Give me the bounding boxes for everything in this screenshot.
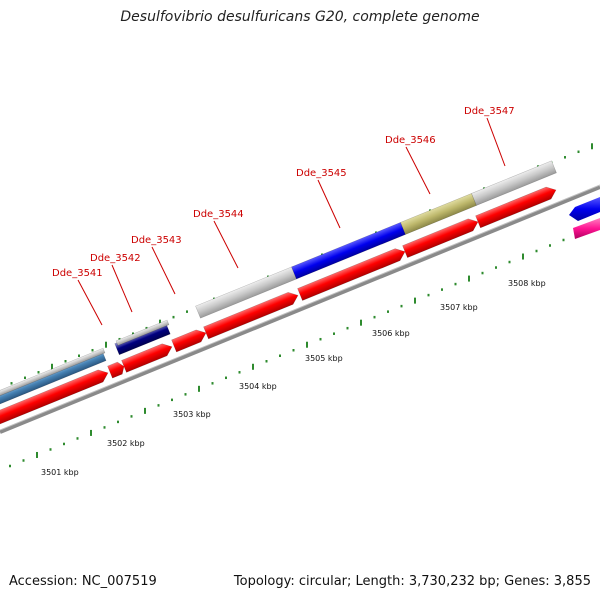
gene-label[interactable]: Dde_3546 (385, 135, 436, 146)
gene-leader-line (111, 264, 133, 313)
gene-leader-line (486, 117, 506, 167)
gene-leader-line (213, 220, 239, 269)
feature-blue[interactable] (291, 222, 406, 280)
scale-label: 3506 kbp (372, 329, 410, 338)
gene-leader-line (405, 146, 431, 195)
scale-label: 3502 kbp (107, 439, 145, 448)
inner-tick-row (9, 231, 578, 468)
feature-gray-navy-top[interactable] (115, 319, 170, 346)
gene-leader-line (317, 179, 341, 229)
gene-arrow-dde-3544a[interactable] (171, 327, 209, 353)
gene-arrow-dde-3543[interactable] (121, 341, 175, 373)
feature-pink-edge[interactable] (573, 218, 600, 239)
map-title: Desulfovibrio desulfuricans G20, complet… (120, 9, 480, 25)
gene-arrow-dde-3545[interactable] (297, 246, 408, 301)
genome-summary-text: Topology: circular; Length: 3,730,232 bp… (233, 574, 591, 589)
scale-label: 3507 kbp (440, 303, 478, 312)
genome-backbone (0, 184, 600, 434)
scale-label: 3503 kbp (173, 410, 211, 419)
gene-label[interactable]: Dde_3541 (52, 268, 103, 279)
scale-label: 3501 kbp (41, 468, 79, 477)
gene-arrow-dde-3542[interactable] (107, 360, 127, 379)
gene-label[interactable]: Dde_3543 (131, 235, 182, 246)
gene-label[interactable]: Dde_3544 (193, 209, 244, 220)
feature-blue-edge[interactable] (569, 197, 600, 221)
feature-gray-right[interactable] (471, 160, 557, 206)
gene-leader-line (151, 246, 176, 295)
gene-arrow-dde-3547[interactable] (475, 184, 559, 229)
feature-olive[interactable] (400, 193, 477, 235)
gene-label[interactable]: Dde_3547 (464, 106, 515, 117)
gene-label[interactable]: Dde_3545 (296, 168, 347, 179)
feature-gray-left[interactable] (0, 347, 106, 400)
accession-text: Accession: NC_007519 (9, 574, 157, 589)
gene-label[interactable]: Dde_3542 (90, 253, 141, 264)
scale-label: 3504 kbp (239, 382, 277, 391)
gene-arrow-dde-3546[interactable] (402, 216, 481, 258)
gene-leader-line (77, 279, 103, 326)
scale-label: 3508 kbp (508, 279, 546, 288)
gene-arrow-dde-3541[interactable] (0, 367, 110, 428)
scale-label: 3505 kbp (305, 354, 343, 363)
gene-arrow-dde-3544[interactable] (203, 289, 301, 340)
